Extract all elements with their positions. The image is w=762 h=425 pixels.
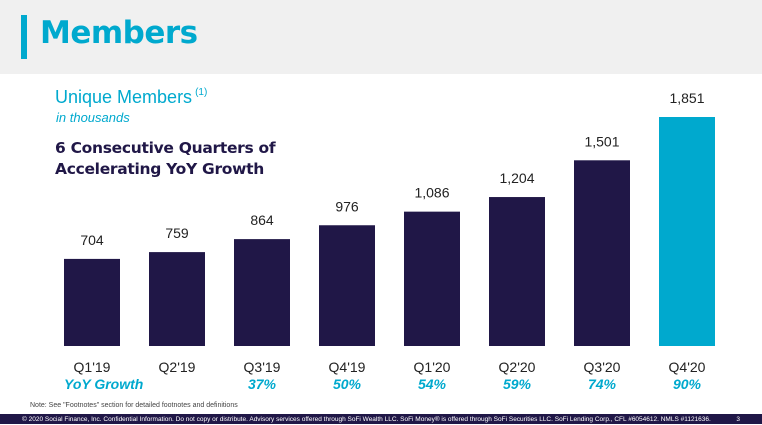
category-label: Q1'20 <box>414 359 451 375</box>
growth-label: 50% <box>333 376 362 392</box>
bar-Q4'19 <box>319 225 375 346</box>
growth-label: 59% <box>503 376 532 392</box>
bar-Q3'19 <box>234 239 290 346</box>
footnote-note: Note: See "Footnotes" section for detail… <box>30 402 238 409</box>
bar-Q1'20 <box>404 211 460 346</box>
chart-subtitle: Unique Members (1) <box>55 87 208 107</box>
value-label: 864 <box>250 212 274 228</box>
value-label: 1,086 <box>414 185 449 201</box>
footnote-reference: (1) <box>195 87 208 98</box>
value-label: 1,501 <box>584 133 619 149</box>
category-label: Q4'20 <box>669 359 706 375</box>
headline-line-1: 6 Consecutive Quarters of <box>55 139 276 157</box>
chart-subtitle-text: Unique Members <box>55 87 193 107</box>
bar-Q4'20 <box>659 117 715 346</box>
footer-legal-text: © 2020 Social Finance, Inc. Confidential… <box>22 416 711 423</box>
headline: 6 Consecutive Quarters of Accelerating Y… <box>55 138 276 180</box>
headline-line-2: Accelerating YoY Growth <box>55 160 265 178</box>
bar-Q3'20 <box>574 160 630 346</box>
units-label: in thousands <box>56 110 130 125</box>
value-label: 1,204 <box>499 170 534 186</box>
value-label: 704 <box>80 232 104 248</box>
category-label: Q3'19 <box>244 359 281 375</box>
category-label: Q2'19 <box>159 359 196 375</box>
value-label: 1,851 <box>669 90 704 106</box>
page-number: 3 <box>736 416 740 423</box>
value-label: 759 <box>165 225 189 241</box>
growth-label: 90% <box>673 376 702 392</box>
bar-Q2'19 <box>149 252 205 346</box>
page-title: Members <box>40 15 198 51</box>
growth-label: 54% <box>418 376 447 392</box>
footer-bar: © 2020 Social Finance, Inc. Confidential… <box>0 414 762 424</box>
category-label: Q1'19 <box>74 359 111 375</box>
growth-row-label: YoY Growth <box>64 376 143 392</box>
category-label: Q3'20 <box>584 359 621 375</box>
category-label: Q2'20 <box>499 359 536 375</box>
header-band: Members <box>0 0 762 74</box>
value-label: 976 <box>335 198 359 214</box>
growth-label: 37% <box>248 376 277 392</box>
title-accent-bar <box>21 15 27 59</box>
bar-Q2'20 <box>489 197 545 346</box>
bar-Q1'19 <box>64 258 120 346</box>
growth-label: 74% <box>588 376 617 392</box>
category-label: Q4'19 <box>329 359 366 375</box>
